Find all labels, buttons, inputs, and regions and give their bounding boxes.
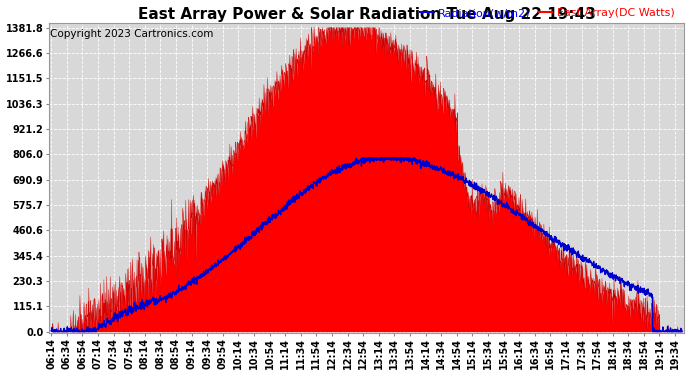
Legend: Radiation(w/m2), East Array(DC Watts): Radiation(w/m2), East Array(DC Watts) <box>415 4 679 23</box>
Title: East Array Power & Solar Radiation Tue Aug 22 19:43: East Array Power & Solar Radiation Tue A… <box>138 7 595 22</box>
Text: Copyright 2023 Cartronics.com: Copyright 2023 Cartronics.com <box>50 29 213 39</box>
